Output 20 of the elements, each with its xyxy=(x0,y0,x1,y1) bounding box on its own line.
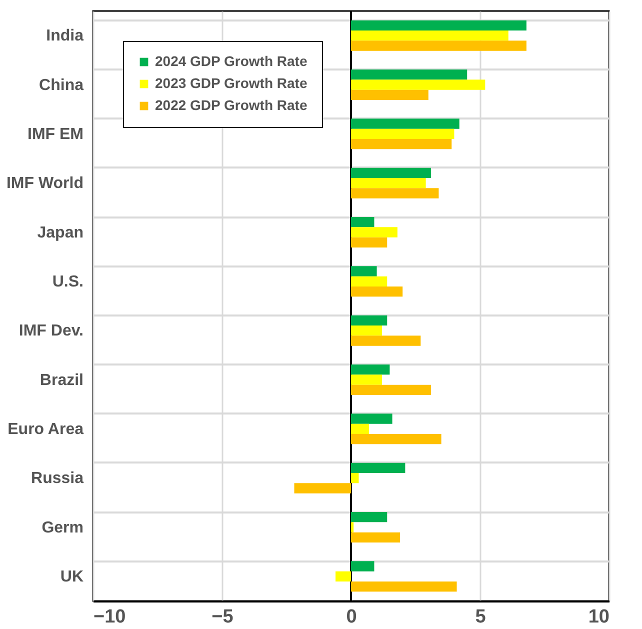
legend-label: 2024 GDP Growth Rate xyxy=(155,53,308,69)
x-tick-label: 0 xyxy=(346,606,357,628)
x-tick-label: −10 xyxy=(94,606,126,628)
y-tick-label: IMF EM xyxy=(28,126,84,143)
y-tick-label: Euro Area xyxy=(8,420,84,438)
y-tick-label: UK xyxy=(60,568,84,586)
legend-label: 2022 GDP Growth Rate xyxy=(155,97,308,113)
x-tick-label: 5 xyxy=(475,606,486,628)
y-tick-label: IMF World xyxy=(6,175,84,192)
x-tick-label: 10 xyxy=(588,606,610,628)
y-tick-label: Japan xyxy=(37,224,84,242)
y-tick-label: China xyxy=(39,76,84,94)
x-tick-label: −5 xyxy=(212,606,234,628)
y-tick-label: IMF Dev. xyxy=(18,322,84,340)
y-tick-label: Germ xyxy=(42,519,84,536)
y-tick-label: Brazil xyxy=(40,372,84,389)
y-tick-label: Russia xyxy=(31,470,84,488)
legend-label: 2023 GDP Growth Rate xyxy=(155,75,308,91)
y-tick-label: U.S. xyxy=(52,273,84,290)
y-tick-label: India xyxy=(46,28,84,45)
